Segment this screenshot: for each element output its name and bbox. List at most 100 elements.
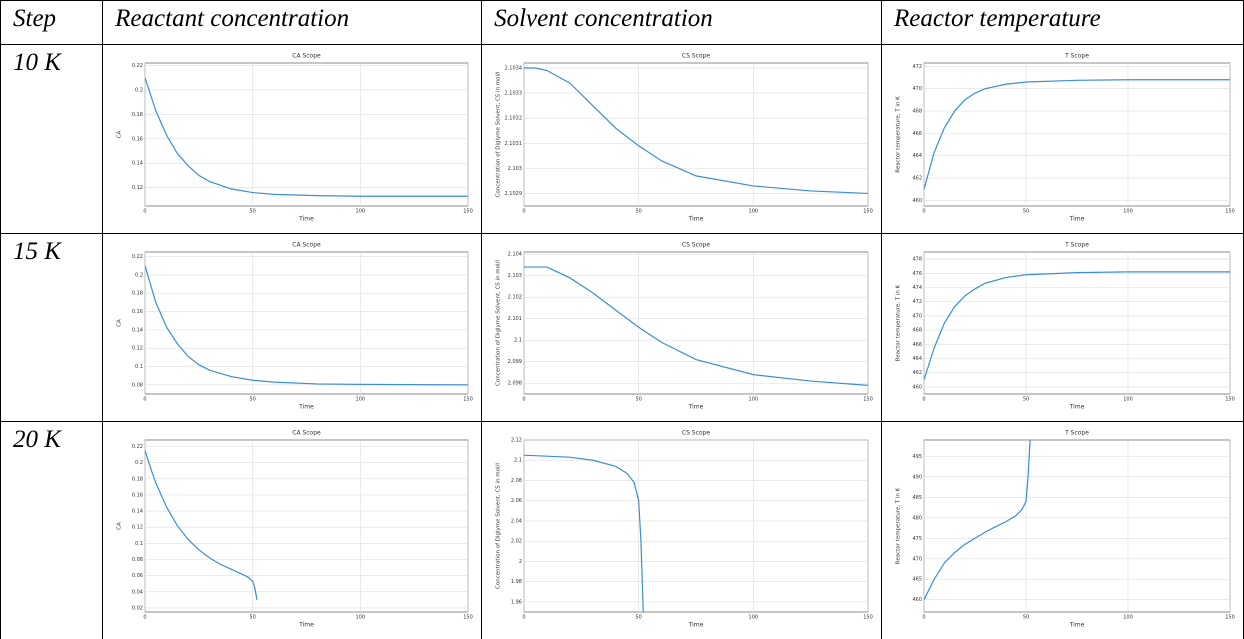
chart: T Scope 0 50 100 150 460 462 464 466 468 470 472 Tim…	[896, 53, 1235, 223]
y-tick-label: 0.14	[132, 327, 143, 333]
data-line	[524, 454, 644, 612]
y-axis-label: CA	[117, 319, 123, 327]
chart-title: T Scope	[1064, 242, 1089, 249]
chart: CA Scope 0 50 100 150 0.12 0.14 0.16 0.18 0.2 0.22…	[117, 53, 473, 223]
y-tick-label: 2.1032	[505, 116, 523, 122]
y-tick-label: 1.96	[511, 599, 522, 605]
y-tick-label: 464	[912, 153, 922, 159]
x-tick-label: 100	[356, 209, 366, 215]
header-cell: Step	[0, 0, 104, 45]
y-tick-label: 474	[912, 285, 922, 291]
chart-title: CA Scope	[292, 53, 321, 60]
y-tick-label: 2.099	[508, 359, 522, 365]
x-axis-label: Time	[298, 622, 314, 629]
y-tick-label: 2.101	[508, 316, 522, 322]
y-tick-label: 0.2	[135, 87, 143, 93]
plot-area	[523, 62, 869, 207]
x-tick-label: 100	[749, 209, 759, 215]
y-tick-label: 0.12	[132, 346, 143, 352]
y-tick-label: 0.16	[132, 309, 143, 315]
x-axis-label: Time	[688, 404, 704, 411]
chart-cell: T Scope 0 50 100 150 460 462 464 466 468 470 472 474…	[881, 233, 1244, 422]
x-tick-label: 100	[1123, 209, 1133, 215]
x-tick-label: 150	[1225, 397, 1235, 403]
chart-title: CA Scope	[292, 430, 321, 437]
y-tick-label: 462	[912, 176, 922, 182]
chart-title: CS Scope	[682, 430, 710, 437]
x-axis-label: Time	[1069, 216, 1085, 223]
chart: CA Scope 0 50 100 150 0.08 0.1 0.12 0.14 0.16 0.18…	[117, 242, 473, 411]
y-tick-label: 0.02	[132, 605, 143, 611]
x-tick-label: 50	[1023, 397, 1029, 403]
x-tick-label: 0	[144, 615, 147, 621]
y-tick-label: 464	[912, 356, 922, 362]
y-axis-label: Reactor temperature, T in K	[896, 284, 902, 361]
data-line	[924, 79, 1231, 190]
chart-cell: CA Scope 0 50 100 150 0.02 0.04 0.06 0.08 0.1 0.12…	[102, 421, 483, 639]
y-tick-label: 2.103	[508, 166, 522, 172]
chart-cell: CS Scope 0 50 100 150 2.098 2.099 2.1 2.101 2.102…	[481, 233, 883, 422]
x-tick-label: 100	[356, 397, 366, 403]
chart-cell: T Scope 0 50 100 150 460 462 464 466 468 470 472 Tim…	[881, 44, 1244, 234]
y-tick-label: 0.22	[132, 63, 143, 69]
x-tick-label: 50	[1023, 209, 1029, 215]
x-tick-label: 150	[463, 209, 473, 215]
y-tick-label: 0.14	[132, 161, 143, 167]
y-tick-label: 1.98	[511, 579, 522, 585]
x-tick-label: 50	[250, 209, 256, 215]
x-axis-label: Time	[688, 216, 704, 223]
y-tick-label: 2.104	[508, 252, 522, 258]
y-tick-label: 0.06	[132, 573, 143, 579]
chart: T Scope 0 50 100 150 460 462 464 466 468 470 472 474…	[896, 242, 1235, 411]
x-tick-label: 150	[1225, 209, 1235, 215]
y-tick-label: 0.12	[132, 185, 143, 191]
y-tick-label: 472	[912, 299, 922, 305]
x-tick-label: 0	[523, 209, 526, 215]
y-tick-label: 460	[912, 198, 922, 204]
y-tick-label: 475	[912, 536, 922, 542]
y-axis-label: Reactor temperature, T in K	[896, 487, 902, 564]
chart-cell: CS Scope 0 50 100 150 1.96 1.98 2 2.02 2.04 2.06 2.…	[481, 421, 883, 639]
y-tick-label: 2.06	[511, 498, 522, 504]
y-tick-label: 470	[912, 86, 922, 92]
x-tick-label: 100	[356, 615, 366, 621]
y-axis-label: Concentration of Diglyme Solvent, CS in …	[496, 260, 502, 386]
x-tick-label: 150	[863, 209, 873, 215]
chart-title: CS Scope	[682, 53, 710, 60]
data-line	[145, 77, 469, 197]
y-tick-label: 2.02	[511, 539, 522, 545]
y-tick-label: 466	[912, 342, 922, 348]
y-tick-label: 0.16	[132, 136, 143, 142]
x-tick-label: 100	[1123, 615, 1133, 621]
y-tick-label: 460	[912, 597, 922, 603]
y-axis-label: Reactor temperature, T in K	[896, 96, 902, 173]
x-tick-label: 50	[1023, 615, 1029, 621]
y-tick-label: 0.16	[132, 492, 143, 498]
y-tick-label: 490	[912, 474, 922, 480]
x-axis-label: Time	[688, 622, 704, 629]
y-tick-label: 462	[912, 370, 922, 376]
chart: CS Scope 0 50 100 150 1.96 1.98 2 2.02 2.04 2.06 2.…	[496, 430, 873, 629]
y-tick-label: 2.1034	[505, 66, 523, 72]
plot-area	[923, 251, 1231, 395]
x-tick-label: 150	[863, 615, 873, 621]
x-tick-label: 0	[922, 397, 925, 403]
x-axis-label: Time	[298, 216, 314, 223]
y-tick-label: 0.18	[132, 476, 143, 482]
y-tick-label: 468	[912, 328, 922, 334]
chart-title: T Scope	[1064, 53, 1089, 60]
y-tick-label: 0.22	[132, 444, 143, 450]
step-cell: 15 K	[0, 233, 104, 422]
y-tick-label: 0.1	[135, 541, 143, 547]
x-tick-label: 100	[749, 615, 759, 621]
x-tick-label: 150	[463, 615, 473, 621]
header-cell: Solvent concentration	[481, 0, 883, 45]
chart: CA Scope 0 50 100 150 0.02 0.04 0.06 0.08 0.1 0.12…	[117, 430, 473, 629]
data-line	[524, 266, 869, 386]
header-cell: Reactor temperature	[881, 0, 1244, 45]
x-tick-label: 0	[523, 615, 526, 621]
step-cell: 20 K	[0, 421, 104, 639]
y-tick-label: 2.102	[508, 295, 522, 301]
y-tick-label: 472	[912, 64, 922, 70]
